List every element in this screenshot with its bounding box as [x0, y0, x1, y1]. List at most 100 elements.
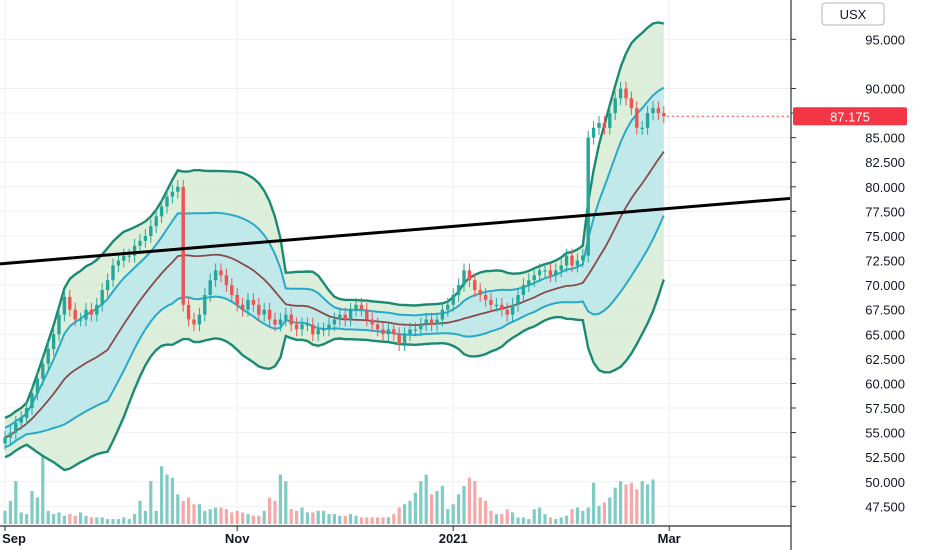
candle-body: [181, 186, 185, 305]
candle-body: [8, 432, 13, 438]
candle-body: [203, 294, 207, 315]
candle-body: [84, 309, 88, 320]
volume-bar: [154, 510, 158, 524]
volume-bar: [35, 497, 39, 524]
trendline-layer[interactable]: [0, 196, 791, 266]
y-tick-label: 80.000: [865, 180, 905, 195]
y-tick-label: 70.000: [865, 278, 905, 293]
volume-bar: [100, 517, 104, 524]
y-tick-label: 77.500: [865, 204, 905, 219]
candle-body: [451, 294, 455, 305]
volume-bar: [192, 504, 196, 524]
volume-bar: [338, 515, 342, 524]
volume-bar: [208, 509, 212, 524]
volume-bar: [116, 519, 120, 524]
candle-body: [273, 319, 277, 325]
candle-body: [197, 314, 202, 325]
candle-body: [543, 270, 547, 272]
candle-body: [505, 309, 509, 315]
candle-body: [159, 206, 164, 217]
volume-bar: [516, 517, 520, 524]
volume-bar: [311, 512, 315, 524]
volume-bar: [586, 507, 590, 524]
y-tick-label: 52.500: [865, 450, 905, 465]
candle-body: [116, 260, 121, 266]
volume-bar: [127, 519, 131, 524]
candle-body: [170, 191, 175, 197]
candle-body: [19, 417, 23, 423]
candle-body: [548, 270, 553, 276]
volume-bar: [262, 510, 266, 524]
candle-body: [662, 113, 666, 117]
y-tick-label: 75.000: [865, 229, 905, 244]
time-axis[interactable]: Sep Nov 2021 Mar: [0, 525, 791, 546]
candle-body: [419, 324, 423, 330]
volume-bar: [230, 512, 234, 524]
candle-body: [532, 275, 536, 281]
volume-bar: [646, 484, 650, 524]
candle-body: [635, 108, 639, 128]
volume-bar: [494, 514, 498, 524]
candle-body: [165, 196, 169, 207]
volume-bar: [197, 504, 201, 524]
volume-bar: [246, 514, 250, 524]
volume-bar: [235, 510, 239, 524]
volume-bar: [608, 497, 612, 524]
volume-bar: [635, 489, 639, 524]
volume-bar: [424, 474, 428, 524]
candle-body: [311, 324, 315, 335]
volume-bar: [52, 514, 56, 524]
candle-body: [316, 329, 320, 335]
volume-bar: [14, 481, 18, 524]
candle-body: [597, 122, 601, 128]
volume-bar: [511, 512, 515, 524]
volume-bar: [57, 512, 61, 524]
candle-body: [24, 408, 29, 418]
volume-bar: [295, 510, 299, 524]
candle-body: [68, 296, 72, 310]
volume-bar: [251, 515, 255, 524]
candle-body: [624, 88, 628, 99]
volume-bar: [440, 486, 444, 524]
trendline[interactable]: [0, 196, 791, 266]
candle-body: [149, 226, 153, 236]
volume-bar: [624, 484, 628, 524]
volume-bar: [597, 505, 601, 524]
candle-body: [46, 349, 50, 364]
volume-bar: [457, 494, 461, 524]
candle-body: [489, 299, 493, 305]
volume-bar: [106, 519, 110, 524]
volume-bar: [538, 507, 542, 524]
candle-body: [219, 270, 223, 276]
candle-body: [348, 309, 353, 320]
candle-body: [30, 393, 34, 409]
volume-bar: [25, 514, 29, 524]
candle-body: [73, 309, 77, 320]
y-tick-label: 55.000: [865, 426, 905, 441]
candle-body: [613, 98, 617, 114]
currency-label[interactable]: USX: [821, 2, 885, 26]
price-axis[interactable]: 47.500 50.000 52.500 55.000 57.500 60.000 62.5…: [790, 0, 932, 550]
candle-body: [132, 245, 137, 256]
candle-body: [629, 98, 634, 109]
candle-body: [127, 255, 131, 257]
volume-bar: [376, 517, 380, 524]
candle-body: [494, 304, 499, 306]
candle-body: [392, 329, 396, 335]
volume-bar: [505, 509, 509, 524]
candle-body: [35, 378, 40, 394]
candle-body: [143, 235, 148, 241]
volume-bar: [413, 492, 417, 524]
volume-bar: [8, 500, 12, 524]
volume-bar: [619, 481, 623, 524]
volume-bar: [143, 510, 147, 524]
candle-body: [176, 186, 180, 192]
candle-body: [386, 329, 391, 335]
candle-body: [122, 255, 126, 261]
candle-body: [402, 334, 407, 345]
candlestick-series[interactable]: [3, 81, 666, 451]
y-tick-label: 60.000: [865, 376, 905, 391]
candle-body: [591, 127, 596, 138]
volume-bar: [548, 517, 552, 524]
volume-bar: [111, 519, 115, 524]
